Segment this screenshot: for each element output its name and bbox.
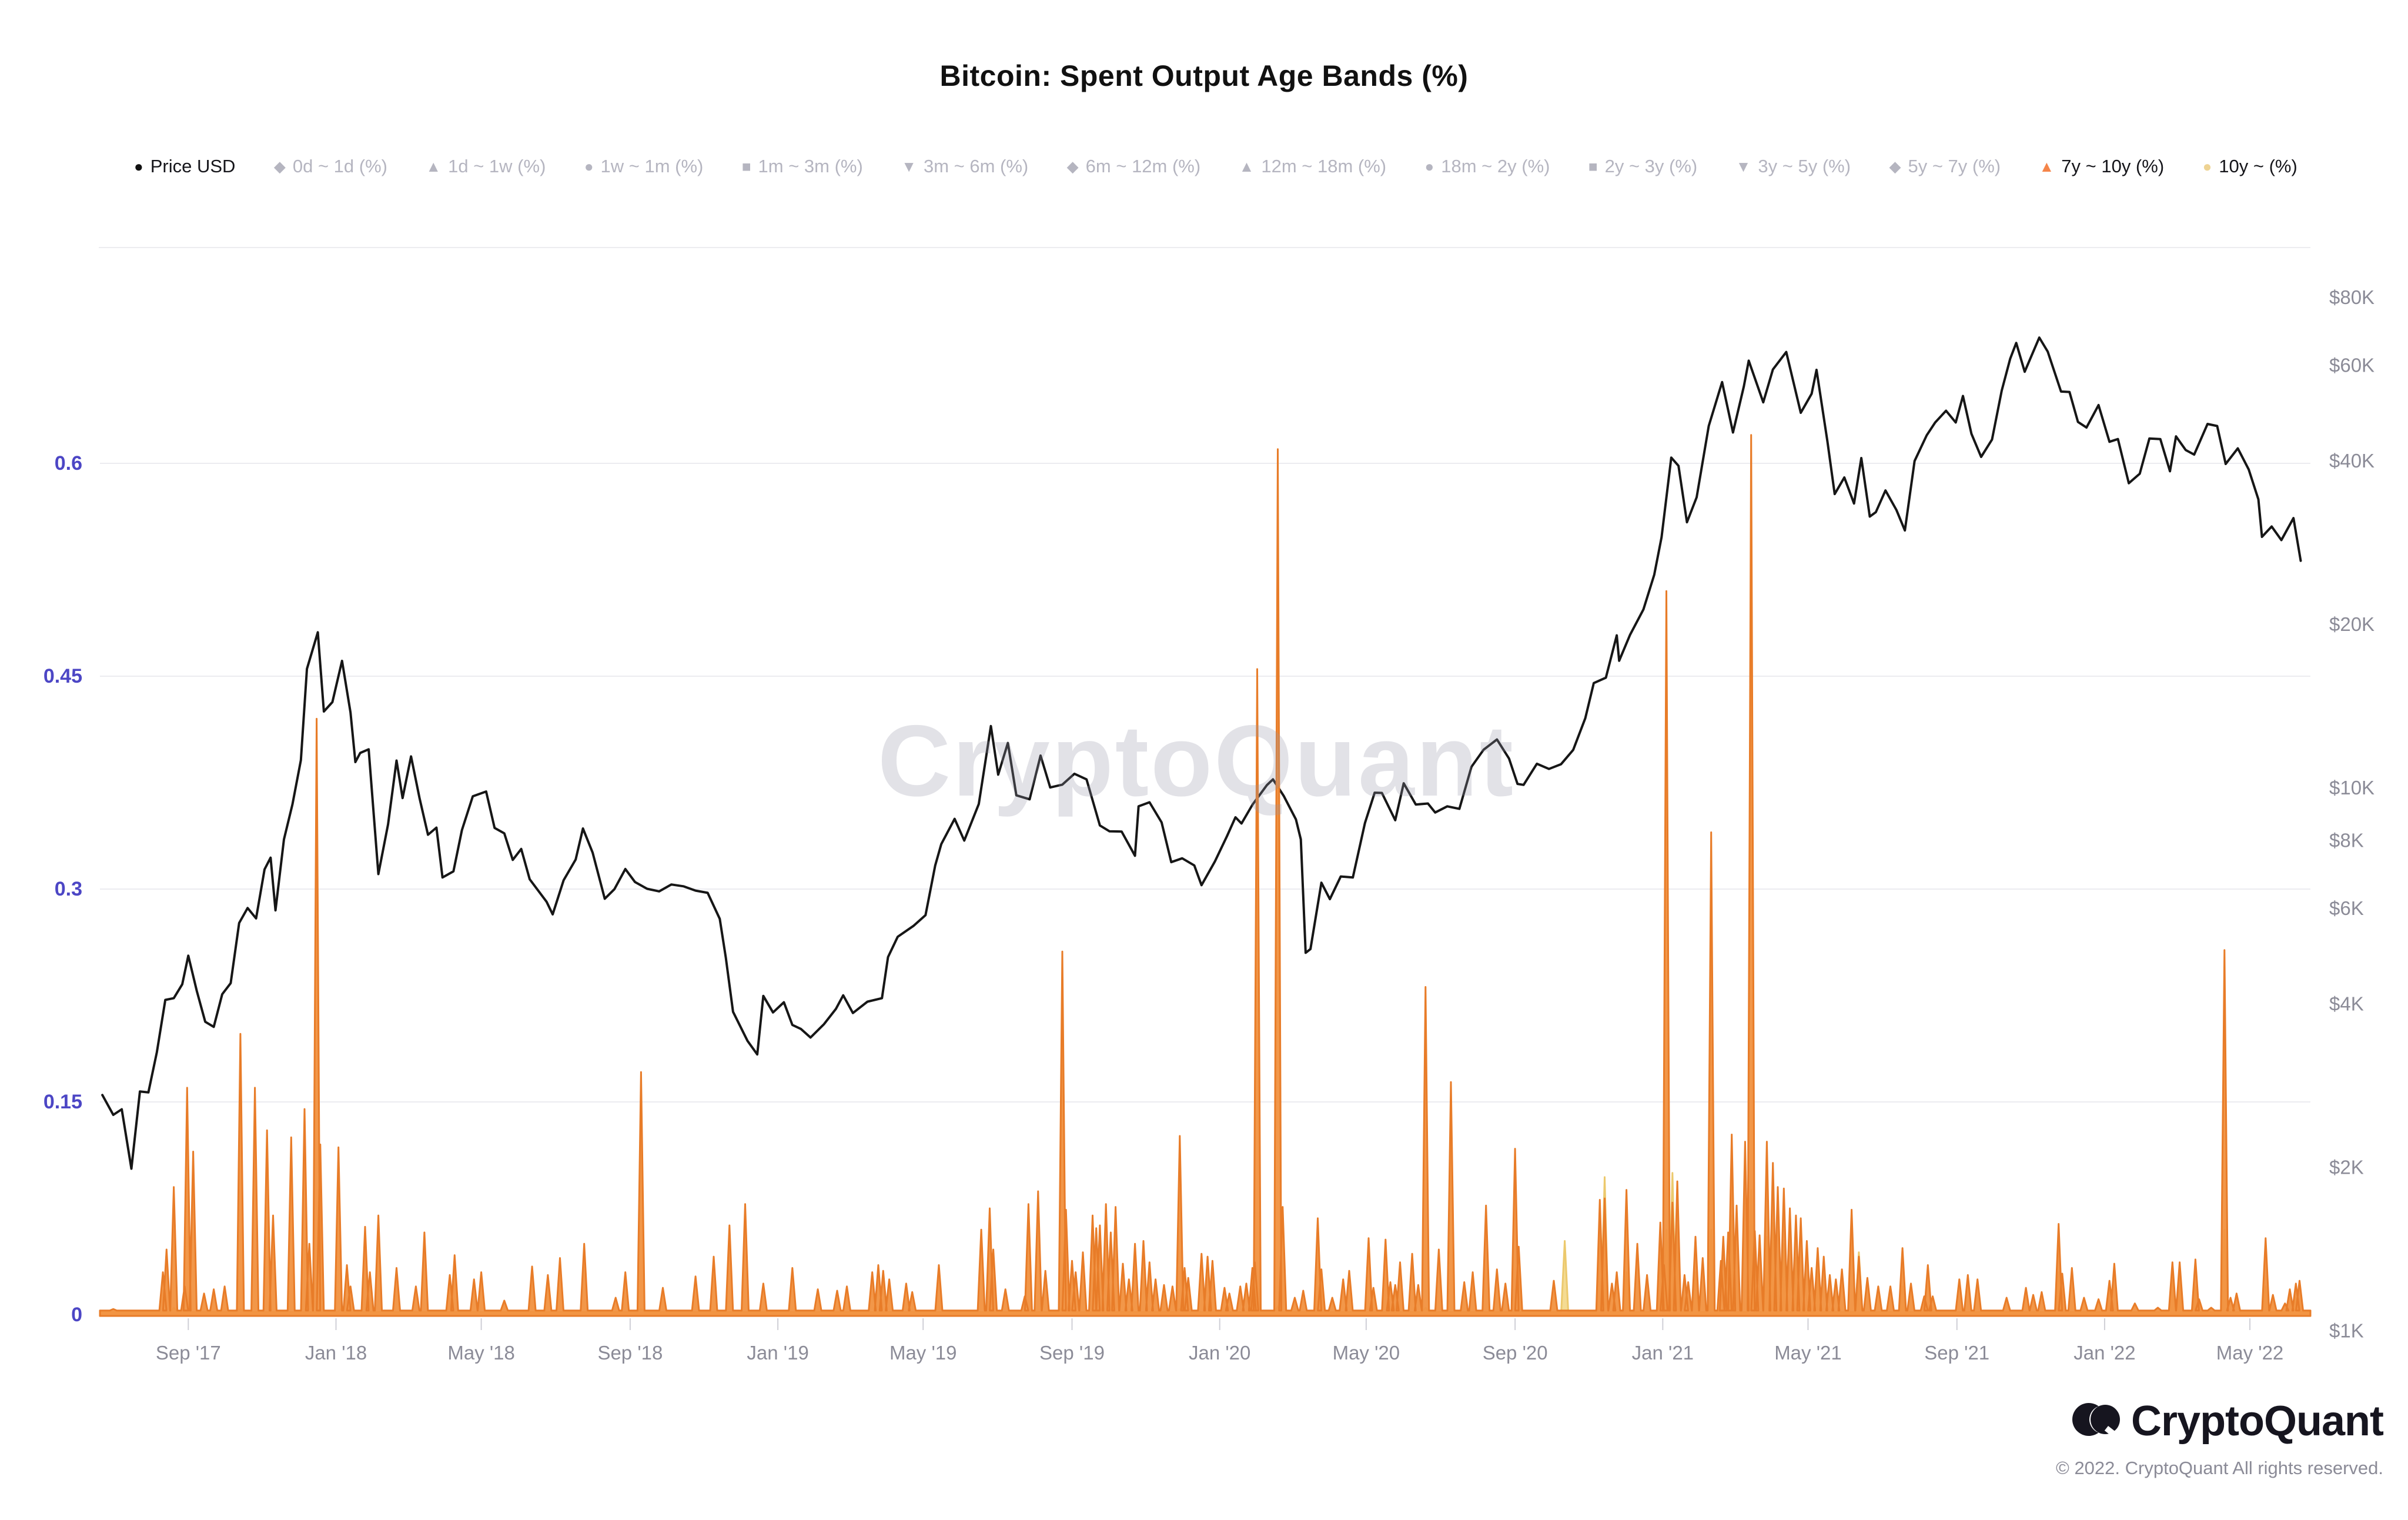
legend-item-label: 0d ~ 1d (%) [292,156,387,176]
price-usd-line [101,336,2302,1170]
legend-marker-icon: ▲ [426,158,442,175]
legend-item-label: Price USD [150,156,236,176]
legend-item-label: 1m ~ 3m (%) [758,156,863,176]
left-axis-label: 0.45 [44,665,82,687]
legend-marker-icon: ■ [741,158,751,175]
x-axis-label: Jan '18 [305,1342,367,1364]
x-axis-label: Sep '21 [1924,1342,1989,1364]
legend-item-7y-10y[interactable]: ▲ 7y ~ 10y (%) [2039,156,2165,177]
legend-item-1d-1w[interactable]: ▲ 1d ~ 1w (%) [426,156,546,177]
legend: ● Price USD ◆ 0d ~ 1d (%) ▲ 1d ~ 1w (%) ● 1w ~ … [134,152,2297,181]
x-axis-label: Jan '21 [1632,1342,1694,1364]
brand-name: CryptoQuant [2131,1397,2384,1445]
left-axis-label: 0.6 [55,452,82,475]
legend-item-label: 5y ~ 7y (%) [1908,156,2001,176]
legend-item-2y-3y[interactable]: ■ 2y ~ 3y (%) [1588,156,1697,177]
legend-item-label: 7y ~ 10y (%) [2061,156,2165,176]
x-axis-label: May '18 [447,1342,515,1364]
legend-item-label: 2y ~ 3y (%) [1604,156,1698,176]
right-axis-label: $6K [2329,897,2364,919]
legend-item-18m-2y[interactable]: ● 18m ~ 2y (%) [1425,156,1550,177]
right-axis-label: $20K [2329,613,2374,635]
legend-item-12m-18m[interactable]: ▲ 12m ~ 18m (%) [1239,156,1387,177]
legend-marker-icon: ● [1424,158,1434,175]
x-axis-label: Sep '19 [1039,1342,1105,1364]
legend-marker-icon: ■ [1588,158,1598,175]
left-axis-label: 0.3 [55,878,82,900]
band-7y-10y-area [99,434,2312,1317]
right-axis-label: $4K [2329,993,2364,1014]
legend-marker-icon: ▲ [1239,158,1255,175]
right-axis-label: $8K [2329,829,2364,851]
x-axis-label: Jan '22 [2073,1342,2135,1364]
legend-marker-icon: ▼ [1735,158,1751,175]
x-axis-label: May '19 [889,1342,957,1364]
legend-divider [99,247,2310,248]
legend-item-3y-5y[interactable]: ▼ 3y ~ 5y (%) [1736,156,1851,177]
legend-item-3m-6m[interactable]: ▼ 3m ~ 6m (%) [901,156,1028,177]
right-axis-label: $80K [2329,286,2374,308]
x-axis-label: Sep '18 [597,1342,663,1364]
legend-item-1w-1m[interactable]: ● 1w ~ 1m (%) [584,156,704,177]
legend-item-label: 10y ~ (%) [2219,156,2297,176]
legend-marker-icon: ▼ [901,158,917,175]
legend-marker-icon: ◆ [273,158,286,175]
legend-item-label: 18m ~ 2y (%) [1441,156,1550,176]
chart-title: Bitcoin: Spent Output Age Bands (%) [939,59,1469,92]
legend-marker-icon: ● [134,158,143,175]
legend-marker-icon: ▲ [2039,158,2055,175]
legend-item-10y[interactable]: ● 10y ~ (%) [2203,156,2297,177]
left-axis-label: 0.15 [44,1091,82,1113]
legend-item-label: 1w ~ 1m (%) [600,156,704,176]
right-axis-label: $60K [2329,354,2374,376]
right-axis-label: $40K [2329,450,2374,472]
right-axis-label: $10K [2329,777,2374,799]
legend-item-label: 1d ~ 1w (%) [448,156,546,176]
legend-item-1m-3m[interactable]: ■ 1m ~ 3m (%) [742,156,863,177]
x-axis-label: May '22 [2216,1342,2284,1364]
legend-item-label: 12m ~ 18m (%) [1261,156,1387,176]
legend-marker-icon: ● [584,158,594,175]
right-axis-label: $1K [2329,1319,2364,1341]
left-axis-label: 0 [71,1304,82,1326]
x-axis-label: Jan '19 [747,1342,808,1364]
legend-item-0d-1d[interactable]: ◆ 0d ~ 1d (%) [274,156,387,177]
legend-item-5y-7y[interactable]: ◆ 5y ~ 7y (%) [1889,156,2001,177]
legend-item-6m-12m[interactable]: ◆ 6m ~ 12m (%) [1067,156,1201,177]
x-axis-label: Sep '20 [1483,1342,1548,1364]
cryptoquant-logo-icon [2071,1395,2121,1447]
footer: CryptoQuant © 2022. CryptoQuant All righ… [2055,1395,2384,1479]
x-axis-label: May '20 [1333,1342,1400,1364]
right-axis-label: $2K [2329,1156,2364,1178]
legend-marker-icon: ◆ [1066,158,1079,175]
x-axis-label: Jan '20 [1189,1342,1250,1364]
legend-item-label: 3y ~ 5y (%) [1758,156,1851,176]
legend-marker-icon: ● [2202,158,2212,175]
x-axis-label: May '21 [1774,1342,1842,1364]
legend-marker-icon: ◆ [1889,158,1901,175]
copyright: © 2022. CryptoQuant All rights reserved. [2055,1458,2383,1478]
legend-item-label: 3m ~ 6m (%) [923,156,1029,176]
legend-item-label: 6m ~ 12m (%) [1085,156,1201,176]
x-axis-label: Sep '17 [156,1342,221,1364]
legend-item-price-usd[interactable]: ● Price USD [134,156,235,177]
